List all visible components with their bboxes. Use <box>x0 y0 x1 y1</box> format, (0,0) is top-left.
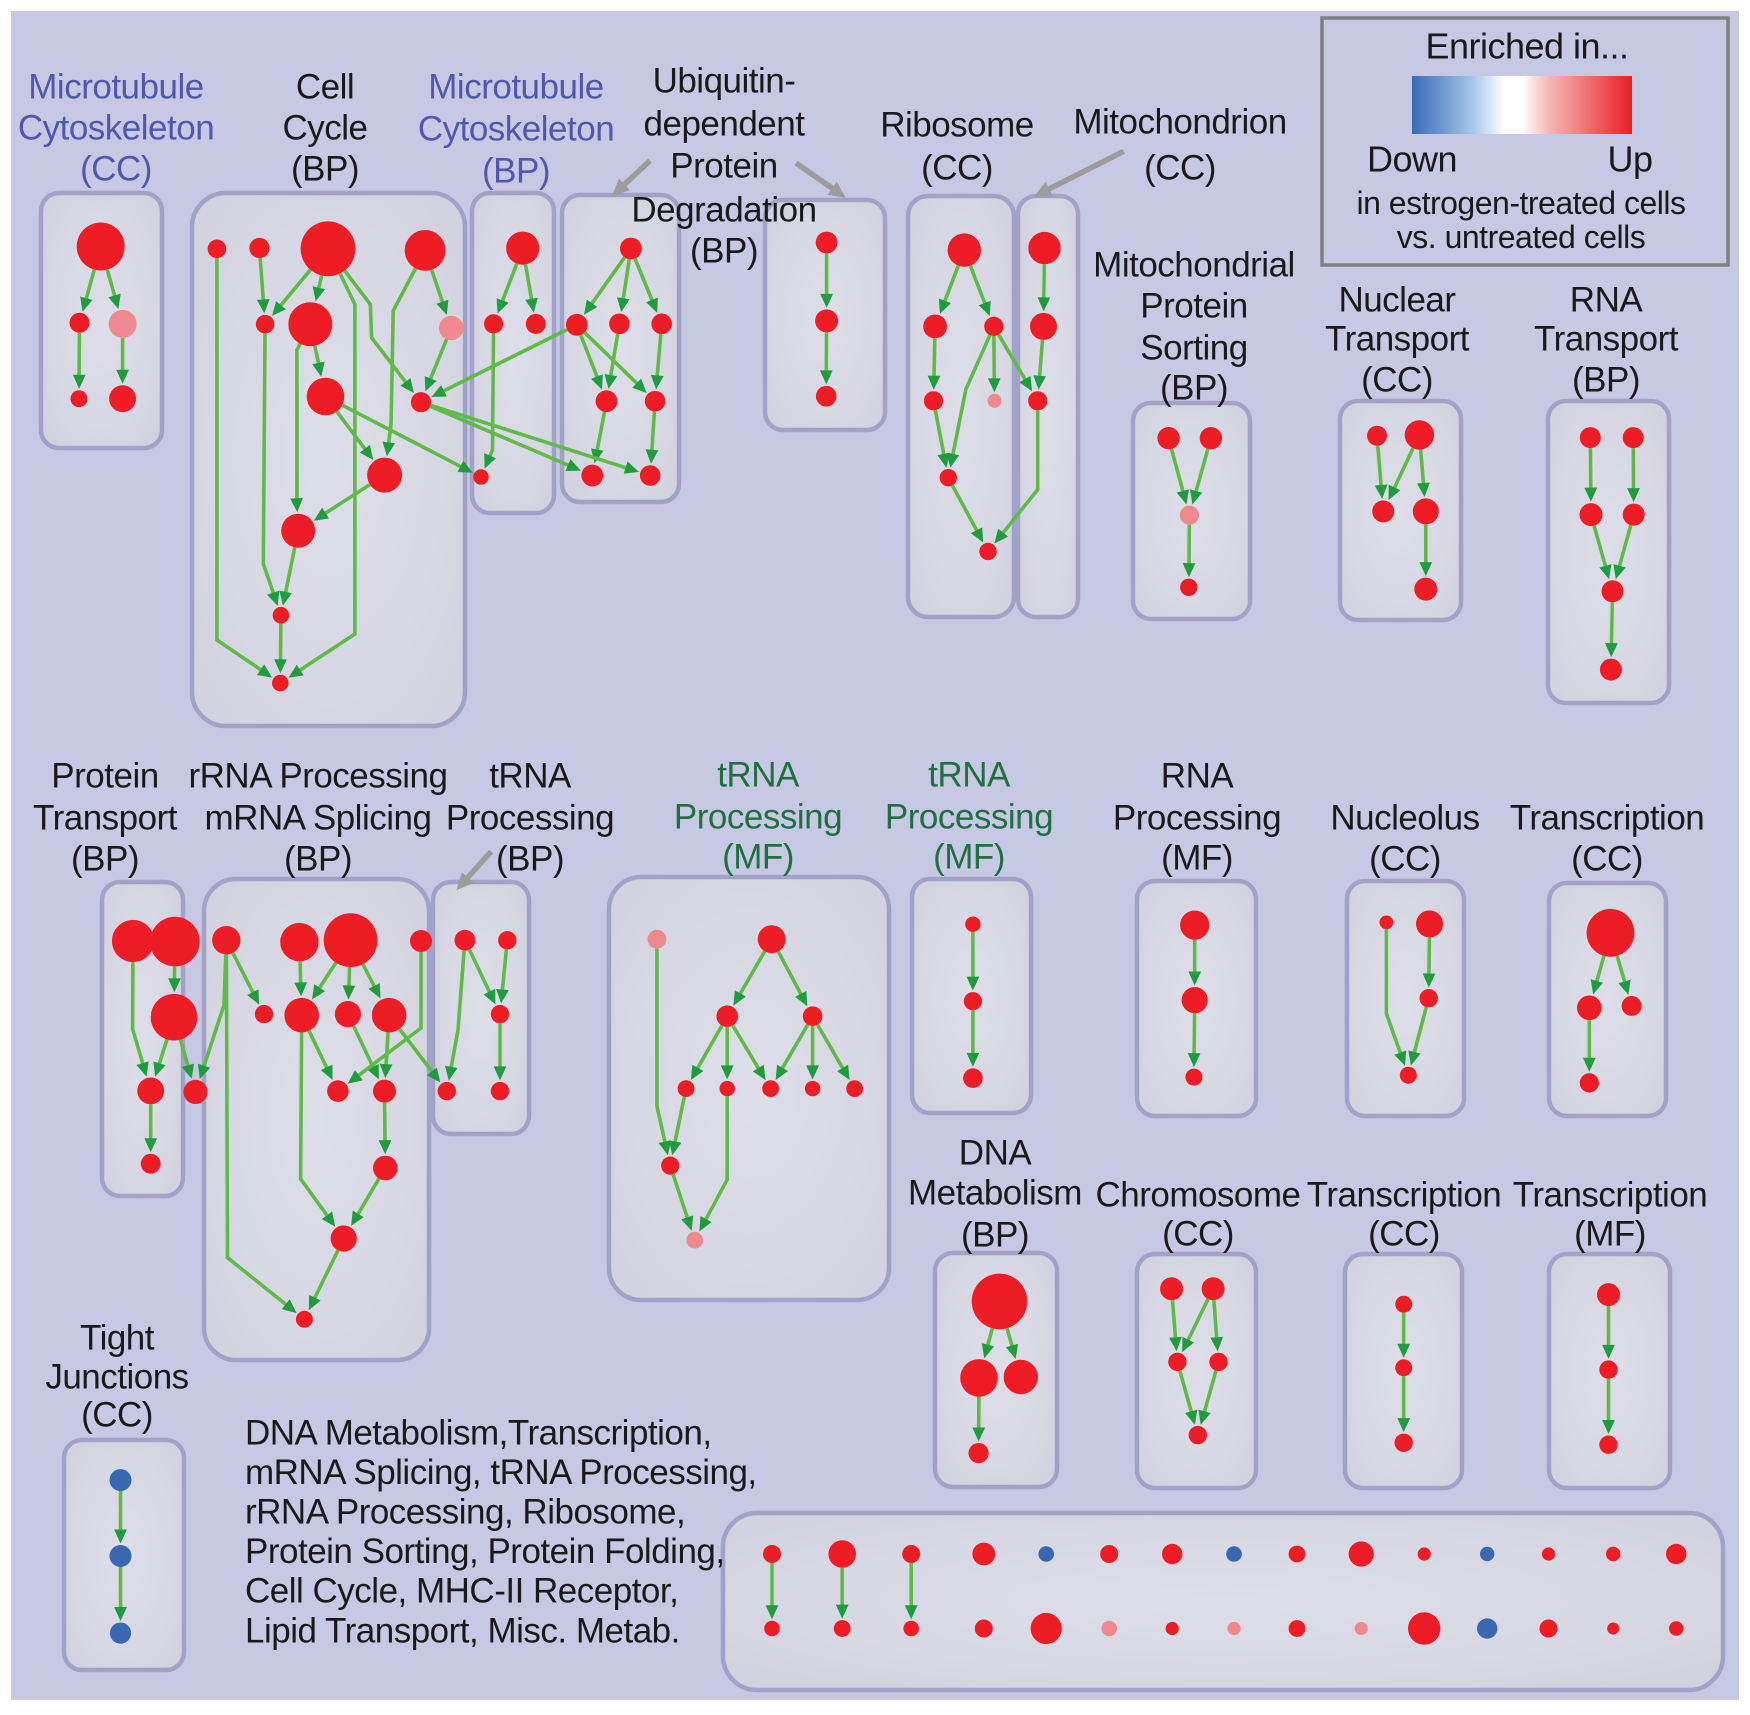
svg-text:Tight: Tight <box>80 1318 155 1357</box>
svg-text:Processing: Processing <box>446 798 614 837</box>
svg-text:Transport: Transport <box>1534 319 1679 358</box>
svg-text:Down: Down <box>1367 139 1457 180</box>
svg-text:(BP): (BP) <box>1160 368 1228 407</box>
svg-text:Mitochondrial: Mitochondrial <box>1093 245 1295 284</box>
svg-text:DNA Metabolism,Transcription,: DNA Metabolism,Transcription, <box>245 1413 712 1452</box>
svg-text:Mitochondrion: Mitochondrion <box>1073 102 1286 141</box>
svg-text:Lipid Transport, Misc. Metab.: Lipid Transport, Misc. Metab. <box>245 1611 680 1650</box>
svg-text:Cell Cycle, MHC-II Receptor,: Cell Cycle, MHC-II Receptor, <box>245 1572 678 1611</box>
svg-text:Processing: Processing <box>885 797 1053 836</box>
svg-text:tRNA: tRNA <box>489 756 572 795</box>
svg-text:Transcription: Transcription <box>1513 1175 1708 1214</box>
svg-text:(BP): (BP) <box>482 151 550 190</box>
svg-text:Processing: Processing <box>674 797 842 836</box>
svg-text:(BP): (BP) <box>71 839 139 878</box>
svg-text:Protein Sorting, Protein Foldi: Protein Sorting, Protein Folding, <box>245 1532 725 1571</box>
svg-text:(CC): (CC) <box>1368 1214 1440 1253</box>
svg-text:Cytoskeleton: Cytoskeleton <box>18 108 214 147</box>
svg-text:(BP): (BP) <box>690 231 758 270</box>
svg-text:mRNA Splicing: mRNA Splicing <box>205 798 432 837</box>
svg-text:dependent: dependent <box>644 104 806 143</box>
svg-text:(CC): (CC) <box>1144 148 1216 187</box>
svg-text:in estrogen-treated cells: in estrogen-treated cells <box>1356 185 1685 221</box>
svg-text:rRNA Processing, Ribosome,: rRNA Processing, Ribosome, <box>245 1492 685 1531</box>
svg-text:(CC): (CC) <box>1162 1214 1234 1253</box>
svg-text:Cell: Cell <box>296 67 354 106</box>
svg-text:Transport: Transport <box>1325 319 1470 358</box>
svg-text:Cytoskeleton: Cytoskeleton <box>418 109 614 148</box>
svg-text:RNA: RNA <box>1161 756 1235 795</box>
svg-text:RNA: RNA <box>1570 280 1644 319</box>
svg-text:(BP): (BP) <box>496 839 564 878</box>
svg-text:Protein: Protein <box>670 146 777 185</box>
svg-text:Sorting: Sorting <box>1140 328 1247 367</box>
svg-text:(CC): (CC) <box>80 149 152 188</box>
svg-text:(BP): (BP) <box>961 1215 1029 1254</box>
svg-text:Ribosome: Ribosome <box>880 105 1034 144</box>
svg-text:(MF): (MF) <box>722 837 794 876</box>
svg-text:(CC): (CC) <box>1571 839 1643 878</box>
svg-text:tRNA: tRNA <box>717 755 800 794</box>
svg-text:DNA: DNA <box>959 1133 1033 1172</box>
svg-text:Transcription: Transcription <box>1307 1175 1502 1214</box>
svg-text:(CC): (CC) <box>921 148 993 187</box>
svg-text:Cycle: Cycle <box>282 108 367 147</box>
svg-text:Microtubule: Microtubule <box>428 67 603 106</box>
svg-text:(CC): (CC) <box>81 1395 153 1434</box>
svg-text:(MF): (MF) <box>1161 838 1233 877</box>
svg-text:Metabolism: Metabolism <box>908 1173 1082 1212</box>
svg-text:Processing: Processing <box>1113 798 1281 837</box>
svg-text:Microtubule: Microtubule <box>28 67 203 106</box>
svg-text:(CC): (CC) <box>1369 839 1441 878</box>
svg-text:Transport: Transport <box>33 798 178 837</box>
svg-text:Transcription: Transcription <box>1510 798 1705 837</box>
svg-text:Nucleolus: Nucleolus <box>1330 798 1479 837</box>
svg-text:(BP): (BP) <box>291 149 359 188</box>
svg-text:Enriched in...: Enriched in... <box>1425 26 1628 67</box>
svg-text:tRNA: tRNA <box>928 755 1011 794</box>
svg-text:Chromosome: Chromosome <box>1095 1175 1300 1214</box>
svg-text:Degradation: Degradation <box>631 190 816 229</box>
svg-text:(CC): (CC) <box>1361 360 1433 399</box>
svg-text:mRNA Splicing, tRNA Processing: mRNA Splicing, tRNA Processing, <box>245 1453 757 1492</box>
svg-text:Up: Up <box>1607 139 1652 180</box>
svg-text:rRNA Processing: rRNA Processing <box>189 756 448 795</box>
svg-text:(BP): (BP) <box>1572 360 1640 399</box>
svg-text:Nuclear: Nuclear <box>1338 280 1456 319</box>
svg-text:(BP): (BP) <box>284 839 352 878</box>
svg-text:Ubiquitin-: Ubiquitin- <box>653 61 796 100</box>
svg-text:Protein: Protein <box>1140 286 1247 325</box>
svg-text:vs. untreated cells: vs. untreated cells <box>1397 219 1645 255</box>
svg-text:Junctions: Junctions <box>45 1357 188 1396</box>
svg-text:Protein: Protein <box>51 756 158 795</box>
svg-text:(MF): (MF) <box>933 837 1005 876</box>
svg-text:(MF): (MF) <box>1574 1214 1646 1253</box>
